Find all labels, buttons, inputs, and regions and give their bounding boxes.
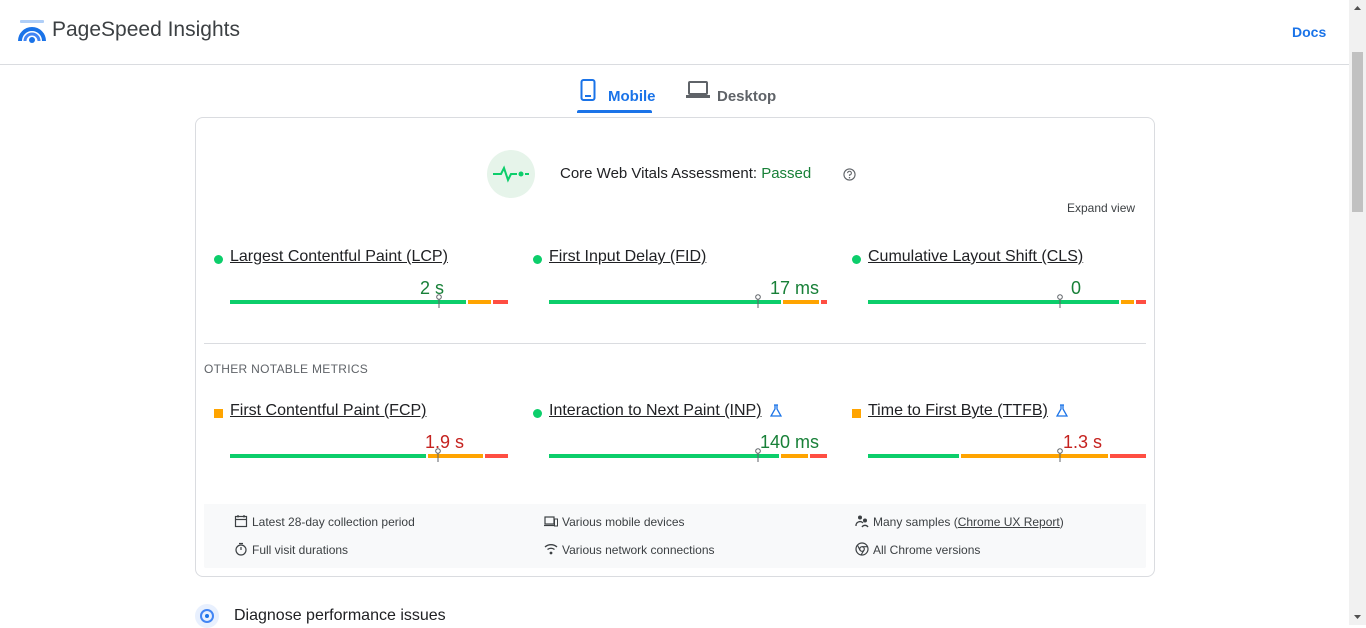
scroll-thumb[interactable]	[1352, 52, 1363, 212]
metric-fid-distribution-bar	[549, 300, 827, 304]
status-average-square	[852, 409, 861, 418]
percentile-marker-icon	[755, 294, 761, 308]
metric-cls-link[interactable]: Cumulative Layout Shift (CLS)	[868, 248, 1084, 265]
cwv-status: Passed	[761, 165, 812, 182]
metric-lcp-distribution-bar	[230, 300, 508, 304]
laptop-icon	[686, 81, 710, 98]
cwv-assessment-label: Core Web Vitals Assessment:	[560, 165, 762, 182]
metric-cls: Cumulative Layout Shift (CLS) 0	[852, 248, 1152, 328]
cwv-assessment-title: Core Web Vitals Assessment: Passed	[560, 165, 811, 182]
pulse-icon	[493, 165, 529, 183]
info-samples-text: Many samples (Chrome UX Report)	[873, 515, 1064, 529]
metric-fcp-value: 1.9 s	[424, 432, 464, 452]
device-tabs: Mobile Desktop	[0, 65, 1349, 115]
scroll-down-arrow-icon[interactable]	[1349, 608, 1366, 625]
metric-ttfb-value: 1.3 s	[1062, 432, 1102, 452]
status-average-square	[214, 409, 223, 418]
info-durations-text: Full visit durations	[252, 543, 349, 557]
experimental-flask-icon	[770, 404, 782, 417]
status-good-dot	[214, 255, 223, 264]
experimental-flask-icon	[1056, 404, 1068, 417]
metric-fcp-distribution-bar	[230, 454, 508, 458]
metric-fid-link[interactable]: First Input Delay (FID)	[549, 248, 707, 265]
percentile-marker-icon	[1057, 294, 1063, 308]
diagnose-icon	[195, 604, 219, 628]
users-icon	[855, 515, 869, 528]
collection-info-panel: Latest 28-day collection period Full vis…	[204, 504, 1146, 568]
metric-fid-value: 17 ms	[769, 278, 819, 298]
stopwatch-icon	[235, 542, 247, 556]
metric-fid: First Input Delay (FID) 17 ms	[533, 248, 833, 328]
expand-view-button[interactable]: Expand view	[1067, 201, 1136, 215]
other-metrics-header: OTHER NOTABLE METRICS	[204, 362, 369, 376]
devices-icon	[544, 516, 558, 527]
metric-inp: Interaction to Next Paint (INP) 140 ms	[533, 402, 833, 482]
metric-cls-distribution-bar	[868, 300, 1146, 304]
tab-desktop[interactable]: Desktop	[686, 75, 778, 113]
metric-ttfb-distribution-bar	[868, 454, 1146, 458]
metric-ttfb-link[interactable]: Time to First Byte (TTFB)	[868, 402, 1048, 419]
help-icon[interactable]	[843, 168, 856, 181]
metric-fcp: First Contentful Paint (FCP) 1.9 s	[214, 402, 514, 482]
tab-desktop-label: Desktop	[717, 88, 777, 105]
info-period-text: Latest 28-day collection period	[252, 515, 415, 529]
metric-fcp-link[interactable]: First Contentful Paint (FCP)	[230, 402, 427, 419]
section-divider	[204, 343, 1146, 344]
chrome-ux-report-link[interactable]: Chrome UX Report	[957, 515, 1060, 529]
top-bar: PageSpeed Insights Docs	[0, 0, 1349, 65]
mobile-phone-icon	[580, 79, 596, 101]
info-network-text: Various network connections	[562, 543, 715, 557]
app-title: PageSpeed Insights	[52, 18, 240, 41]
cwv-badge	[487, 150, 535, 198]
percentile-marker-icon	[755, 448, 761, 462]
info-devices-text: Various mobile devices	[562, 515, 685, 529]
field-data-card: Core Web Vitals Assessment: Passed Expan…	[195, 117, 1155, 577]
metric-inp-value: 140 ms	[759, 432, 819, 452]
pagespeed-logo-icon	[18, 20, 46, 43]
metric-lcp-link[interactable]: Largest Contentful Paint (LCP)	[230, 248, 448, 265]
metric-inp-distribution-bar	[549, 454, 827, 458]
page-scrollbar[interactable]	[1349, 0, 1366, 625]
tab-mobile-label: Mobile	[608, 88, 656, 105]
scroll-up-arrow-icon[interactable]	[1349, 0, 1366, 17]
chrome-icon	[855, 542, 869, 556]
status-good-dot	[533, 409, 542, 418]
active-tab-indicator	[577, 110, 652, 113]
tab-mobile[interactable]: Mobile	[577, 75, 656, 113]
metric-lcp-value: 2 s	[419, 278, 444, 298]
lighthouse-gauge-icon	[200, 609, 214, 623]
info-chrome-text: All Chrome versions	[873, 543, 981, 557]
metric-inp-link[interactable]: Interaction to Next Paint (INP)	[549, 402, 762, 419]
metric-ttfb: Time to First Byte (TTFB) 1.3 s	[852, 402, 1152, 482]
status-good-dot	[852, 255, 861, 264]
wifi-icon	[544, 544, 558, 555]
diagnose-title: Diagnose performance issues	[234, 607, 446, 624]
metric-lcp: Largest Contentful Paint (LCP) 2 s	[214, 248, 514, 328]
percentile-marker-icon	[1057, 448, 1063, 462]
status-good-dot	[533, 255, 542, 264]
info-samples-suffix: )	[1059, 515, 1064, 529]
metric-cls-value: 0	[1070, 278, 1081, 298]
info-samples-prefix: Many samples (	[873, 515, 958, 529]
percentile-marker-icon	[436, 294, 442, 308]
percentile-marker-icon	[435, 448, 441, 462]
calendar-icon	[234, 515, 248, 528]
docs-link[interactable]: Docs	[1292, 24, 1327, 40]
